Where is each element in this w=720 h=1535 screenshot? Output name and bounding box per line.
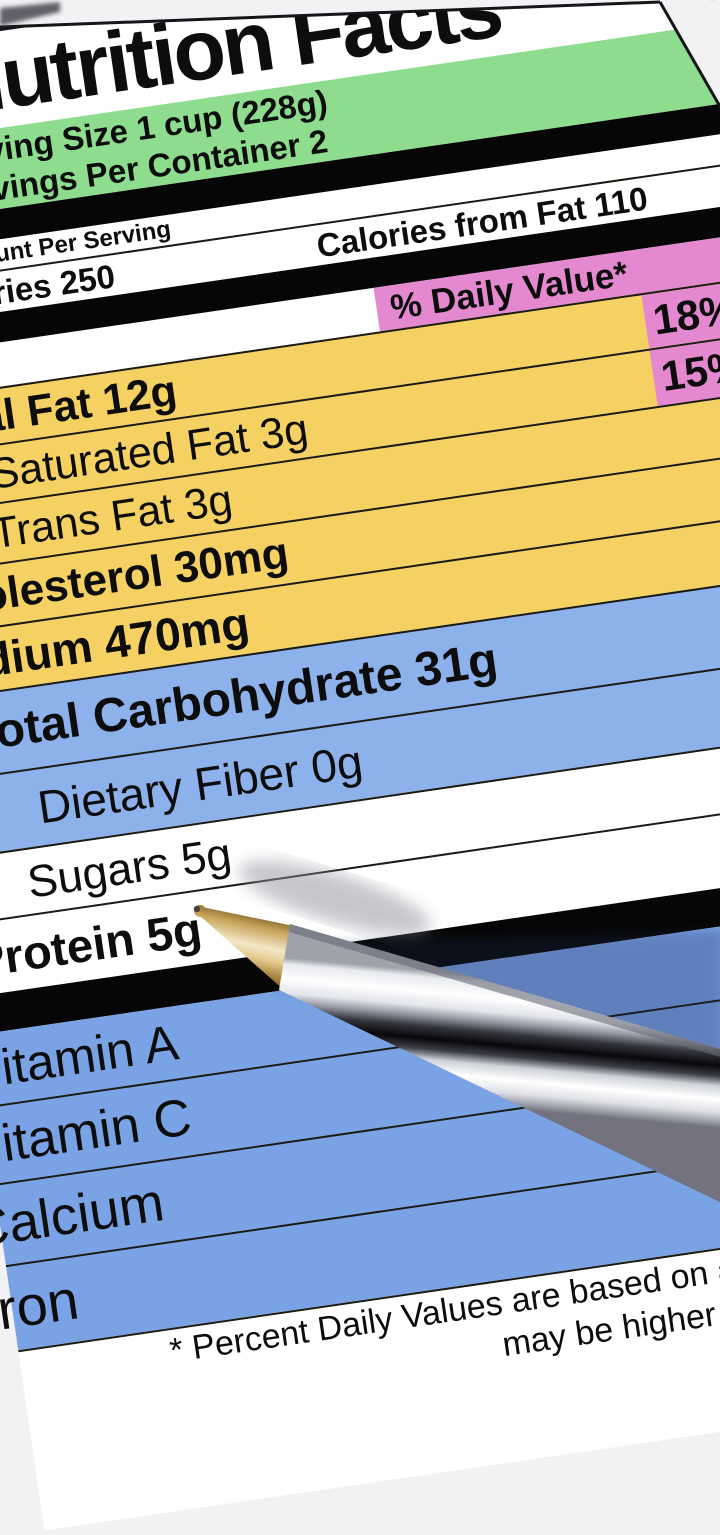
iron-text: Iron	[0, 1267, 83, 1344]
